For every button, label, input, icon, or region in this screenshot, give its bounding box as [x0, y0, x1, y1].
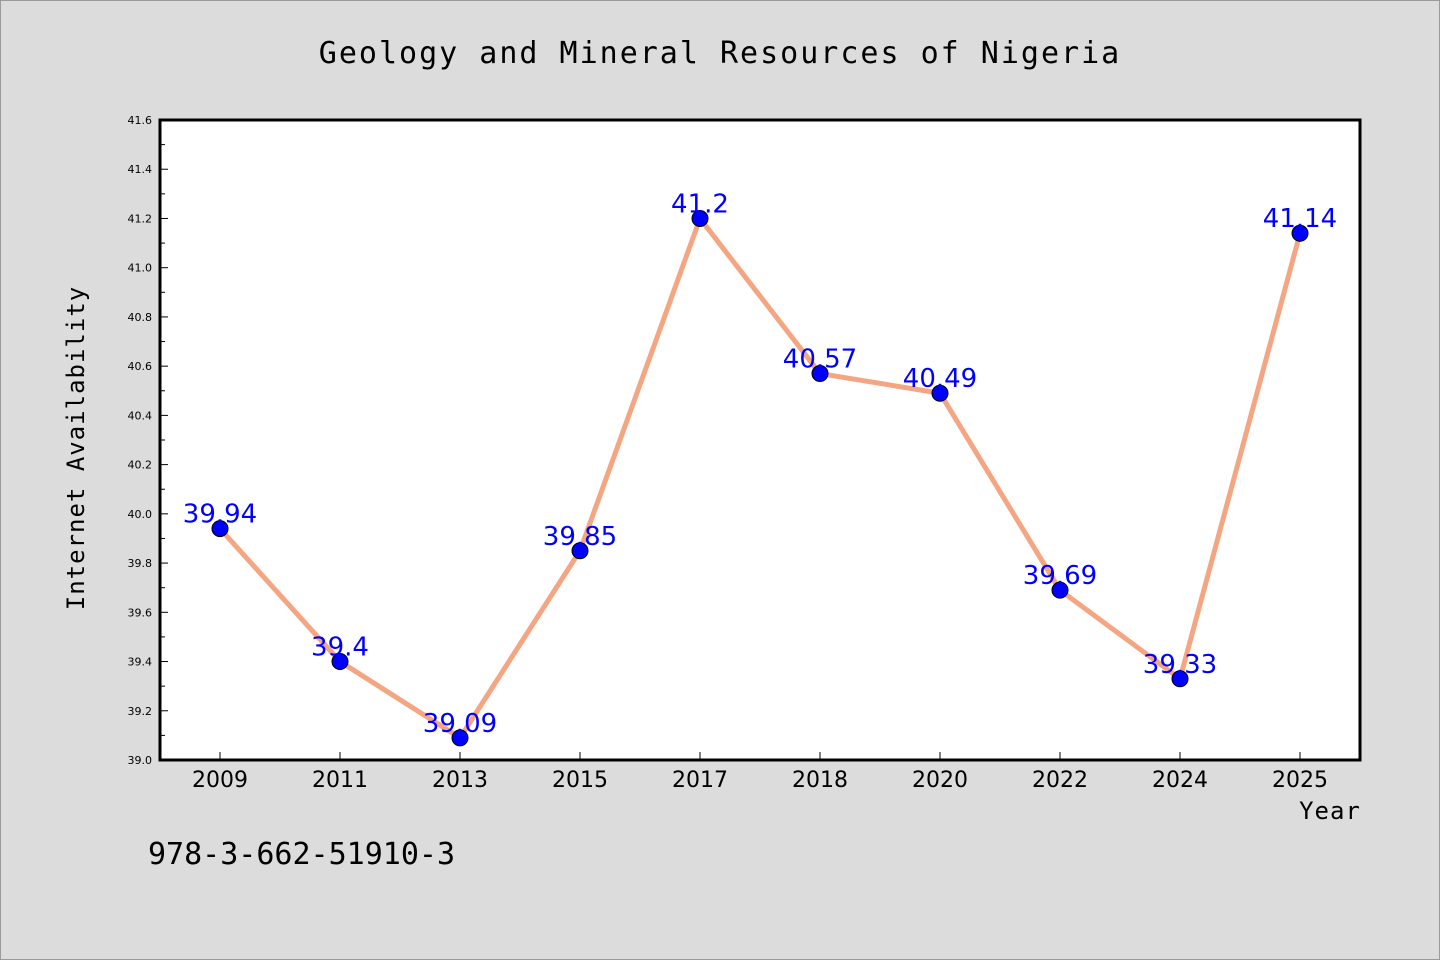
- data-point: [211, 520, 229, 538]
- data-point: [331, 653, 349, 671]
- data-point: [1051, 581, 1069, 599]
- x-tick-label: 2009: [192, 768, 248, 793]
- isbn-note: 978-3-662-51910-3: [148, 837, 455, 872]
- y-tick-label: 39.8: [128, 557, 153, 570]
- data-point: [691, 209, 709, 227]
- data-label: 39.94: [183, 500, 257, 530]
- x-tick-label: 2025: [1272, 768, 1328, 793]
- x-tick-label: 2011: [312, 768, 368, 793]
- data-point: [1291, 224, 1309, 242]
- y-tick-label: 39.4: [128, 656, 153, 669]
- y-axis-label: Internet Availability: [62, 286, 90, 610]
- data-point: [571, 542, 589, 560]
- x-tick-label: 2020: [912, 768, 968, 793]
- y-tick-label: 41.6: [128, 114, 153, 127]
- x-axis: 2009 2011 2013 2015 2017 2018 2020 2022 2024 2025: [192, 752, 1328, 793]
- data-point: [1171, 670, 1189, 688]
- x-tick-label: 2022: [1032, 768, 1088, 793]
- x-tick-label: 2018: [792, 768, 848, 793]
- data-label-layer: 39.94 39.4 39.09 39.85 41.2 40.57 40.49 39.69 39…: [183, 189, 1337, 738]
- data-label: 40.57: [783, 345, 857, 375]
- y-tick-label: 41.2: [128, 212, 153, 225]
- y-tick-label: 40.0: [128, 508, 153, 521]
- x-tick-label: 2017: [672, 768, 728, 793]
- plot-area: [160, 120, 1360, 760]
- x-axis-label: Year: [1299, 797, 1361, 825]
- series-layer: [211, 209, 1309, 747]
- data-point: [811, 365, 829, 383]
- y-tick-label: 40.6: [128, 360, 153, 373]
- y-tick-label: 40.2: [128, 459, 153, 472]
- chart-title: Geology and Mineral Resources of Nigeria: [319, 36, 1121, 71]
- data-label: 41.2: [671, 189, 729, 219]
- x-tick-label: 2013: [432, 768, 488, 793]
- x-tick-label: 2015: [552, 768, 608, 793]
- y-tick-label: 41.0: [128, 262, 153, 275]
- y-tick-label: 40.8: [128, 311, 153, 324]
- y-tick-label: 40.4: [128, 409, 153, 422]
- series-line: [217, 215, 1303, 741]
- y-tick-label: 39.6: [128, 606, 153, 619]
- data-point: [451, 729, 469, 747]
- plot-border: [158, 118, 1362, 762]
- data-label: 41.14: [1263, 204, 1337, 234]
- data-label: 39.09: [423, 709, 497, 739]
- y-tick-label: 41.4: [128, 163, 153, 176]
- y-tick-label: 39.0: [128, 754, 153, 767]
- data-label: 39.33: [1143, 650, 1217, 680]
- data-label: 39.69: [1023, 561, 1097, 591]
- data-label: 39.85: [543, 522, 617, 552]
- y-tick-label: 39.2: [128, 705, 153, 718]
- data-label: 40.49: [903, 364, 977, 394]
- data-point: [931, 384, 949, 402]
- data-label: 39.4: [311, 633, 369, 663]
- x-tick-label: 2024: [1152, 768, 1208, 793]
